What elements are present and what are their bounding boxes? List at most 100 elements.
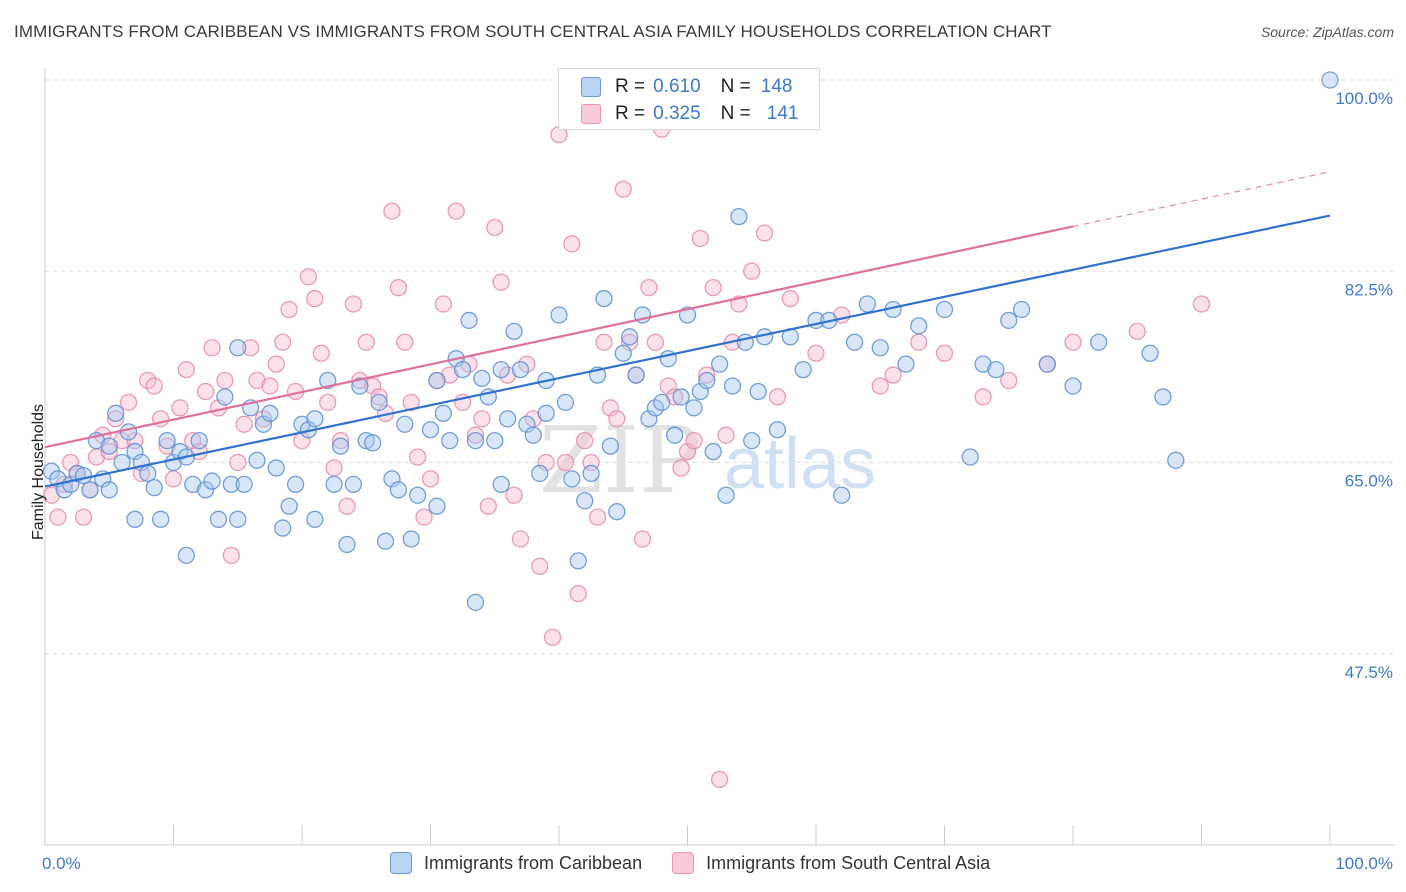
point-south-central-asia <box>184 431 202 450</box>
point-caribbean <box>743 431 761 450</box>
point-caribbean <box>749 382 767 401</box>
watermark-zip: ZIP <box>539 407 701 514</box>
point-caribbean <box>460 311 478 330</box>
point-caribbean <box>107 404 125 422</box>
point-caribbean <box>126 442 144 461</box>
point-south-central-asia <box>691 229 709 248</box>
point-caribbean <box>428 371 446 390</box>
point-south-central-asia <box>145 377 163 395</box>
point-south-central-asia <box>62 453 80 472</box>
point-south-central-asia <box>49 508 67 526</box>
point-caribbean <box>569 552 587 570</box>
point-caribbean <box>621 328 639 346</box>
point-caribbean <box>524 426 542 444</box>
point-south-central-asia <box>614 180 632 198</box>
point-caribbean <box>1141 344 1159 362</box>
point-caribbean <box>1000 311 1018 330</box>
point-south-central-asia <box>755 224 774 242</box>
point-caribbean <box>518 415 536 433</box>
legend-label-south-central-asia: Immigrants from South Central Asia <box>706 852 991 873</box>
chart-title: IMMIGRANTS FROM CARIBBEAN VS IMMIGRANTS … <box>14 22 1052 41</box>
point-south-central-asia <box>531 557 549 575</box>
x-tick-label-min: 0.0% <box>42 854 81 873</box>
point-caribbean <box>576 492 594 510</box>
axes <box>44 68 1395 846</box>
point-caribbean <box>338 535 356 554</box>
point-caribbean <box>1154 388 1172 406</box>
point-south-central-asia <box>646 333 665 351</box>
point-south-central-asia <box>280 300 298 319</box>
point-south-central-asia <box>447 202 465 220</box>
point-south-central-asia <box>306 289 324 308</box>
point-south-central-asia <box>158 437 176 455</box>
point-caribbean <box>280 497 298 515</box>
point-caribbean <box>582 464 600 483</box>
point-caribbean <box>627 366 645 384</box>
point-south-central-asia <box>511 530 530 548</box>
point-caribbean <box>126 510 144 528</box>
point-caribbean <box>306 510 324 528</box>
legend-row-south-central-asia: R = 0.325 N = 141 <box>581 102 798 126</box>
legend-n-label: N = <box>720 76 751 97</box>
point-caribbean <box>563 470 581 488</box>
legend-n-value: 141 <box>766 103 799 124</box>
point-caribbean <box>601 437 620 455</box>
point-caribbean <box>717 486 735 504</box>
point-caribbean <box>376 532 395 550</box>
point-caribbean <box>434 404 453 422</box>
point-caribbean <box>974 355 992 373</box>
point-caribbean <box>209 510 228 528</box>
point-caribbean <box>595 289 613 308</box>
point-caribbean <box>254 415 273 433</box>
point-caribbean <box>640 410 658 428</box>
point-caribbean <box>184 475 202 494</box>
point-south-central-asia <box>672 459 690 477</box>
point-caribbean <box>672 388 690 406</box>
point-south-central-asia <box>370 388 388 406</box>
point-south-central-asia <box>601 399 620 417</box>
point-south-central-asia <box>621 333 639 351</box>
point-south-central-asia <box>248 371 266 390</box>
point-south-central-asia <box>331 431 350 450</box>
legend-swatch-pink <box>581 104 601 124</box>
point-south-central-asia <box>364 377 382 395</box>
tick-labels: 47.5% 65.0% 82.5% 100.0% 0.0% 100.0% <box>42 89 1393 873</box>
point-caribbean <box>177 546 196 565</box>
point-caribbean <box>222 475 240 494</box>
trend-lines <box>44 171 1331 488</box>
point-caribbean <box>229 510 247 528</box>
point-caribbean <box>286 475 305 494</box>
point-caribbean <box>383 470 401 488</box>
legend-r-value: 0.325 <box>653 103 701 124</box>
point-caribbean <box>608 503 626 521</box>
point-caribbean <box>216 388 234 406</box>
point-south-central-asia <box>935 344 954 362</box>
legend-n-value: 148 <box>760 76 793 97</box>
y-tick-label: 65.0% <box>1345 472 1393 491</box>
point-south-central-asia <box>299 268 318 286</box>
point-south-central-asia <box>910 333 928 351</box>
point-south-central-asia <box>659 377 677 395</box>
legend-item-caribbean: Immigrants from Caribbean <box>390 852 642 874</box>
point-caribbean <box>261 404 279 422</box>
y-tick-label: 47.5% <box>1345 663 1393 682</box>
point-caribbean <box>364 434 382 452</box>
point-caribbean <box>614 344 632 362</box>
point-caribbean <box>871 339 889 357</box>
point-south-central-asia <box>974 388 992 406</box>
point-caribbean <box>858 295 877 313</box>
point-south-central-asia <box>171 399 189 417</box>
point-caribbean <box>402 530 420 548</box>
point-south-central-asia <box>222 546 240 565</box>
point-south-central-asia <box>344 295 363 313</box>
point-caribbean <box>710 355 729 373</box>
point-south-central-asia <box>415 508 433 526</box>
point-south-central-asia <box>196 382 215 401</box>
point-caribbean <box>698 371 716 390</box>
legend-r-label: R = <box>615 76 646 97</box>
point-south-central-asia <box>698 366 716 384</box>
point-south-central-asia <box>486 218 504 237</box>
point-caribbean <box>344 475 363 494</box>
point-south-central-asia <box>203 339 221 357</box>
legend-label-caribbean: Immigrants from Caribbean <box>424 852 643 873</box>
